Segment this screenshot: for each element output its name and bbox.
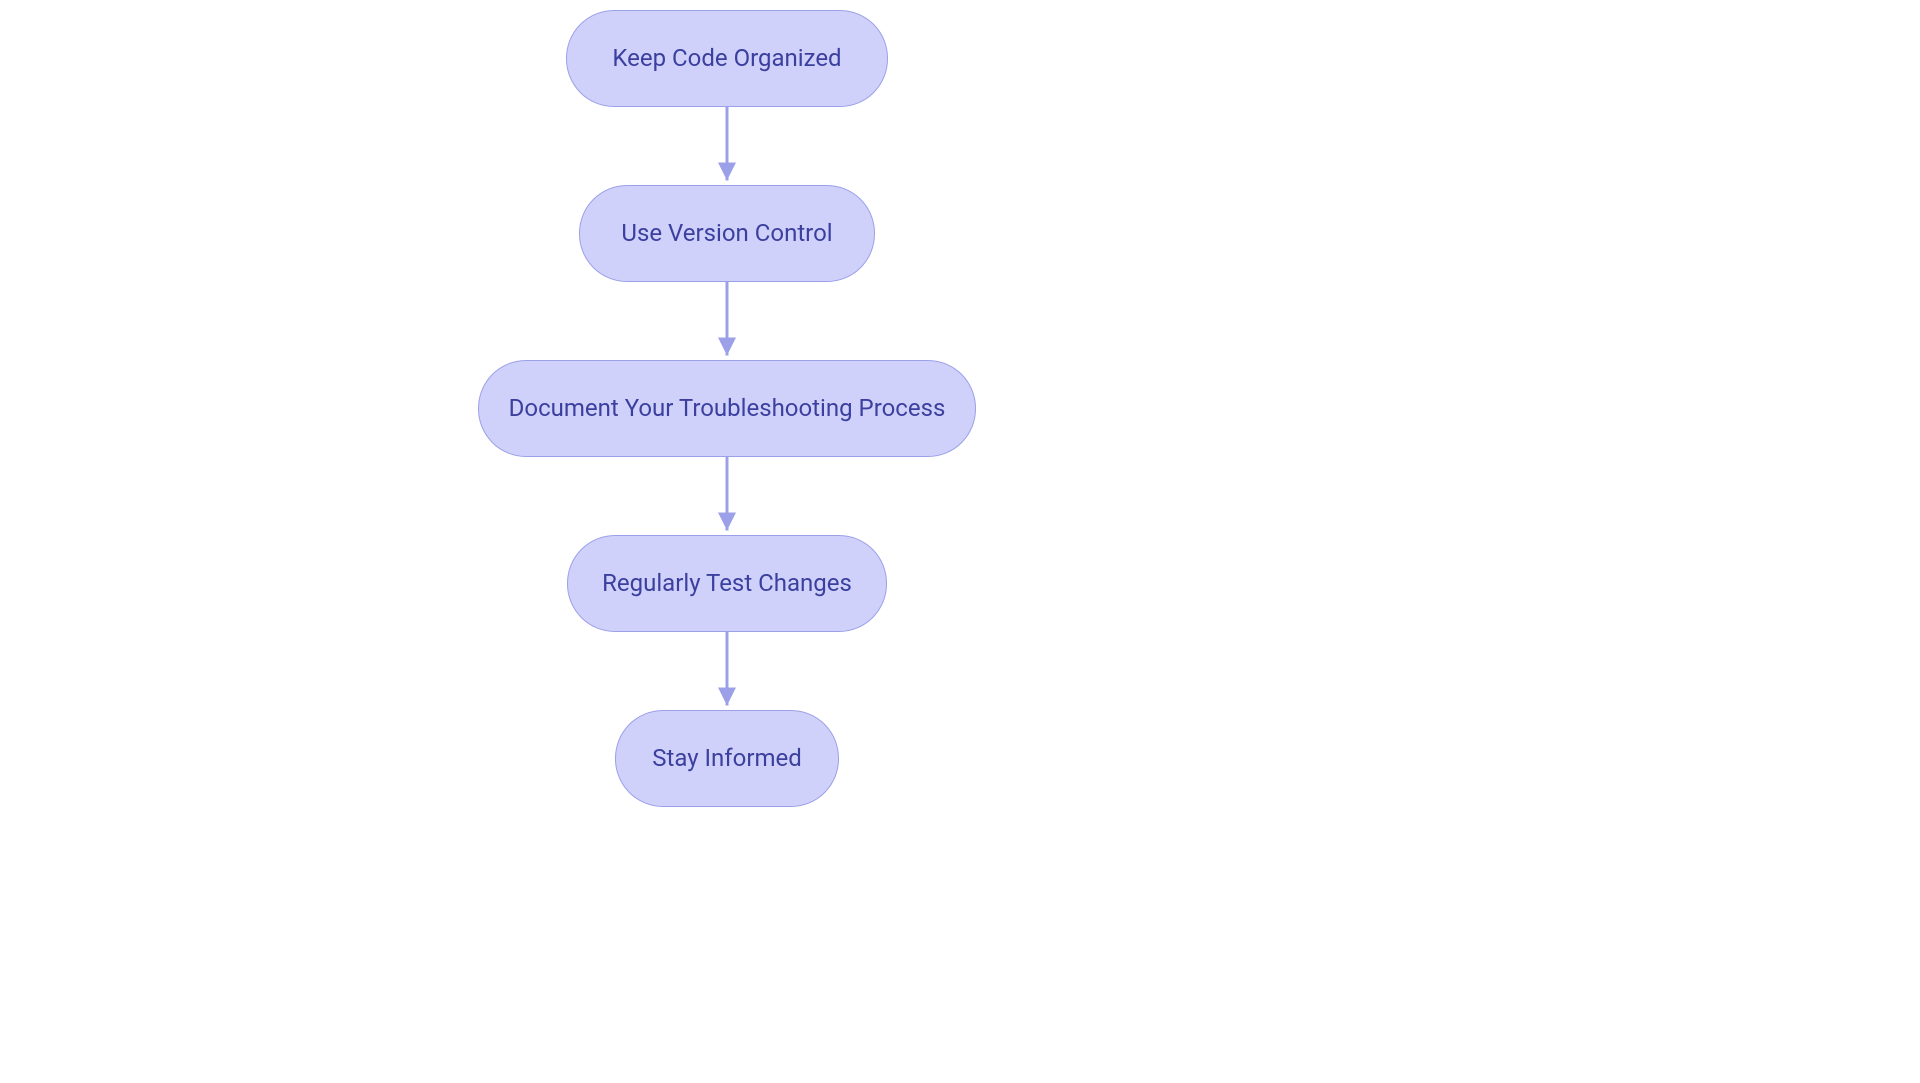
flowchart-node-label: Use Version Control xyxy=(621,219,832,247)
flowchart-node: Document Your Troubleshooting Process xyxy=(478,360,976,457)
flowchart-node: Stay Informed xyxy=(615,710,839,807)
flowchart-node-label: Stay Informed xyxy=(652,744,802,772)
flowchart-node-label: Keep Code Organized xyxy=(612,44,841,72)
flowchart-edges xyxy=(0,0,1920,1083)
flowchart-node: Regularly Test Changes xyxy=(567,535,887,632)
flowchart-canvas: Keep Code Organized Use Version Control Do… xyxy=(0,0,1920,1083)
flowchart-node: Keep Code Organized xyxy=(566,10,888,107)
flowchart-node-label: Document Your Troubleshooting Process xyxy=(509,394,946,422)
flowchart-node: Use Version Control xyxy=(579,185,875,282)
flowchart-node-label: Regularly Test Changes xyxy=(602,569,852,597)
